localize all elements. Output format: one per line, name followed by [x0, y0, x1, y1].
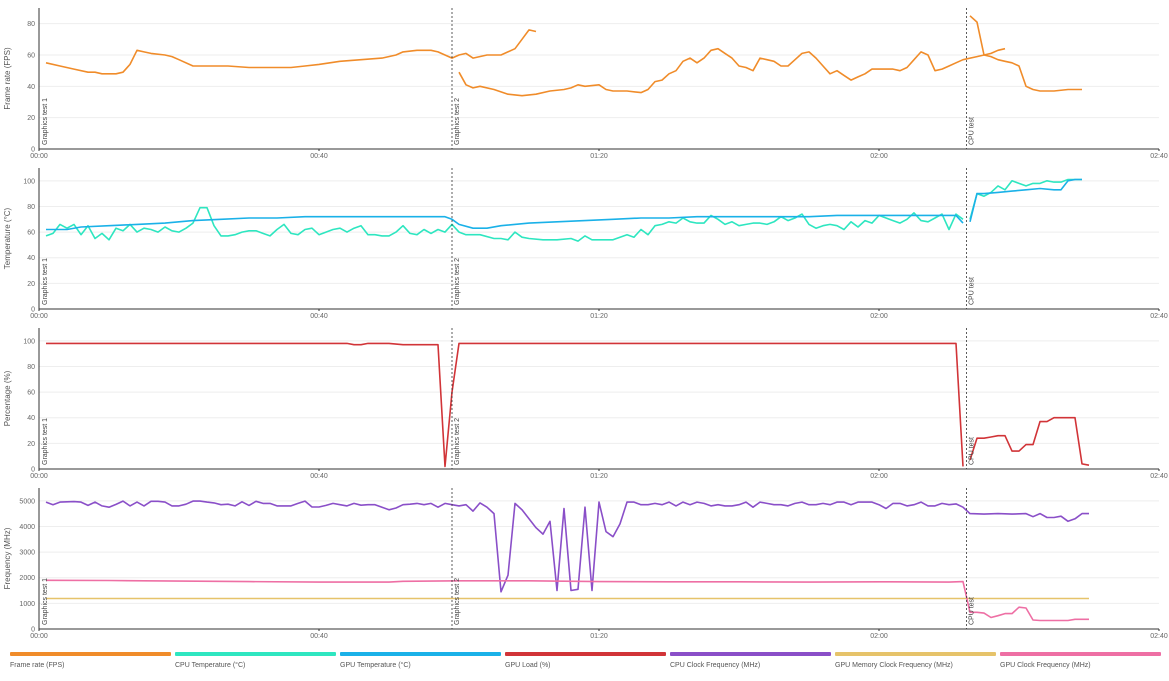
test-marker-label: Graphics test 2 — [454, 258, 461, 305]
chart-panel-2: 0 20 40 60 80 100 00:00 00:40 01:20 02:00 02:40 Tem… — [3, 168, 1168, 320]
legend-label: GPU Temperature (°C) — [340, 662, 411, 669]
legend-swatch — [1000, 652, 1161, 656]
x-tick-label: 02:00 — [870, 313, 888, 320]
series-line — [45, 500, 1089, 593]
x-tick-label: 02:00 — [870, 153, 888, 160]
legend-item[interactable]: CPU Temperature (°C) — [175, 652, 336, 678]
x-tick-label: 00:40 — [310, 313, 328, 320]
y-tick-label: 100 — [23, 338, 35, 345]
x-tick-label: 01:20 — [590, 633, 608, 640]
y-axis-label: Temperature (°C) — [3, 207, 12, 269]
legend-swatch — [340, 652, 501, 656]
legend-label: Frame rate (FPS) — [10, 662, 65, 669]
y-tick-label: 80 — [27, 21, 35, 28]
y-tick-label: 0 — [31, 307, 35, 314]
series-line — [969, 178, 1082, 222]
x-tick-label: 01:20 — [590, 473, 608, 480]
test-marker-label: Graphics test 1 — [42, 98, 49, 145]
series-line — [45, 29, 537, 75]
series-line — [45, 206, 964, 242]
chart-panel-4: 0 1000 2000 3000 4000 5000 00:00 00:40 01:20 02:0… — [3, 488, 1168, 640]
x-tick-label: 00:00 — [30, 153, 48, 160]
legend-item[interactable]: GPU Load (%) — [505, 652, 666, 678]
x-tick-label: 02:40 — [1150, 633, 1168, 640]
test-marker-label: CPU test — [969, 117, 976, 145]
legend-item[interactable]: GPU Memory Clock Frequency (MHz) — [835, 652, 996, 678]
y-tick-label: 0 — [31, 627, 35, 634]
legend-label: GPU Load (%) — [505, 662, 551, 669]
y-axis-label: Percentage (%) — [3, 370, 12, 426]
y-tick-label: 20 — [27, 441, 35, 448]
legend-label: CPU Clock Frequency (MHz) — [670, 662, 761, 669]
legend-swatch — [835, 652, 996, 656]
y-axis-label: Frequency (MHz) — [3, 527, 12, 589]
y-tick-label: 40 — [27, 415, 35, 422]
legend-item[interactable]: Frame rate (FPS) — [10, 652, 171, 678]
legend-item[interactable]: GPU Temperature (°C) — [340, 652, 501, 678]
x-tick-label: 01:20 — [590, 313, 608, 320]
y-tick-label: 1000 — [19, 601, 35, 608]
test-marker-label: CPU test — [969, 277, 976, 305]
x-tick-label: 02:00 — [870, 633, 888, 640]
legend-item[interactable]: CPU Clock Frequency (MHz) — [670, 652, 831, 678]
x-tick-label: 02:40 — [1150, 313, 1168, 320]
y-tick-label: 80 — [27, 204, 35, 211]
x-tick-label: 02:40 — [1150, 473, 1168, 480]
x-tick-label: 00:00 — [30, 313, 48, 320]
test-marker-label: CPU test — [969, 597, 976, 625]
y-tick-label: 60 — [27, 53, 35, 60]
charts-svg: 0 20 40 60 80 00:00 00:40 01:20 02:00 02:40 Frame … — [3, 8, 1168, 640]
series-line — [45, 579, 1089, 622]
test-marker-label: Graphics test 2 — [454, 578, 461, 625]
test-marker-label: Graphics test 2 — [454, 98, 461, 145]
y-tick-label: 20 — [27, 115, 35, 122]
x-tick-label: 00:40 — [310, 473, 328, 480]
y-tick-label: 60 — [27, 230, 35, 237]
test-marker-label: Graphics test 1 — [42, 418, 49, 465]
series-line — [969, 15, 1082, 92]
y-tick-label: 40 — [27, 255, 35, 262]
y-tick-label: 0 — [31, 467, 35, 474]
test-marker-label: CPU test — [969, 437, 976, 465]
chart-panel-1: 0 20 40 60 80 00:00 00:40 01:20 02:00 02:40 Frame … — [3, 8, 1168, 160]
y-tick-label: 4000 — [19, 524, 35, 531]
y-tick-label: 3000 — [19, 550, 35, 557]
test-marker-label: Graphics test 2 — [454, 418, 461, 465]
legend-label: GPU Clock Frequency (MHz) — [1000, 662, 1091, 669]
y-tick-label: 0 — [31, 147, 35, 154]
y-tick-label: 40 — [27, 84, 35, 91]
series-line — [458, 47, 1006, 97]
series-line — [46, 214, 964, 231]
legend-item[interactable]: GPU Clock Frequency (MHz) — [1000, 652, 1161, 678]
y-tick-label: 100 — [23, 178, 35, 185]
legend-label: GPU Memory Clock Frequency (MHz) — [835, 662, 953, 669]
x-tick-label: 02:40 — [1150, 153, 1168, 160]
y-tick-label: 60 — [27, 390, 35, 397]
series-line — [46, 342, 964, 468]
chart-panel-3: 0 20 40 60 80 100 00:00 00:40 01:20 02:00 02:40 Per… — [3, 328, 1168, 480]
x-tick-label: 00:00 — [30, 473, 48, 480]
legend-swatch — [10, 652, 171, 656]
y-axis-label: Frame rate (FPS) — [3, 47, 12, 110]
x-tick-label: 00:40 — [310, 633, 328, 640]
y-tick-label: 20 — [27, 281, 35, 288]
y-tick-label: 80 — [27, 364, 35, 371]
x-tick-label: 00:40 — [310, 153, 328, 160]
test-marker-label: Graphics test 1 — [42, 578, 49, 625]
legend-swatch — [670, 652, 831, 656]
y-tick-label: 5000 — [19, 498, 35, 505]
x-tick-label: 00:00 — [30, 633, 48, 640]
legend: Frame rate (FPS) CPU Temperature (°C) GPU … — [10, 652, 1165, 678]
x-tick-label: 02:00 — [870, 473, 888, 480]
legend-swatch — [505, 652, 666, 656]
x-tick-label: 01:20 — [590, 153, 608, 160]
series-line — [969, 416, 1090, 466]
legend-label: CPU Temperature (°C) — [175, 662, 246, 669]
y-tick-label: 2000 — [19, 575, 35, 582]
legend-swatch — [175, 652, 336, 656]
test-marker-label: Graphics test 1 — [42, 258, 49, 305]
